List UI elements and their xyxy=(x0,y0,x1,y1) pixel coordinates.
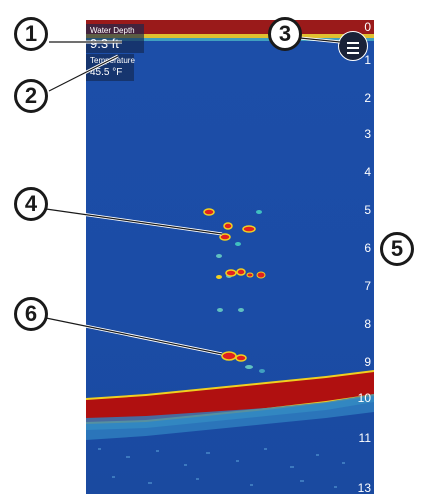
surface-band xyxy=(86,20,374,34)
depth-tick: 4 xyxy=(364,165,371,179)
fish-target xyxy=(216,254,222,258)
fish-target xyxy=(246,272,254,278)
hamburger-menu-icon xyxy=(347,42,359,44)
leader-line xyxy=(45,317,223,355)
depth-tick: 0 xyxy=(364,20,371,34)
hamburger-menu-icon xyxy=(347,47,359,49)
fish-target xyxy=(203,208,215,216)
fish-target xyxy=(259,369,265,373)
water-depth-label: Water Depth xyxy=(90,26,135,35)
depth-tick: 5 xyxy=(364,203,371,217)
fish-target xyxy=(256,271,266,279)
fish-target xyxy=(238,308,244,312)
hamburger-menu-icon xyxy=(347,52,359,54)
fish-target xyxy=(245,365,253,369)
fish-target xyxy=(223,222,233,230)
fish-target xyxy=(235,354,247,362)
leader-line xyxy=(48,55,119,92)
callout-5: 5 xyxy=(380,232,414,266)
fish-target xyxy=(235,242,241,246)
depth-tick: 8 xyxy=(364,317,371,331)
surface-fade xyxy=(86,38,374,41)
depth-tick: 7 xyxy=(364,279,371,293)
fish-targets xyxy=(203,208,266,373)
depth-tick: 6 xyxy=(364,241,371,255)
callout-1: 1 xyxy=(14,17,48,51)
fish-target xyxy=(217,308,223,312)
fish-target xyxy=(242,225,256,233)
sonar-screen: Water Depth 9.3 ft Temperature 45.5 °F 0… xyxy=(86,20,374,494)
fish-target xyxy=(221,351,237,361)
fish-target xyxy=(236,268,246,276)
fish-target xyxy=(256,210,262,214)
depth-tick: 3 xyxy=(364,127,371,141)
fish-target xyxy=(219,233,231,241)
callout-2: 2 xyxy=(14,79,48,113)
callout-3: 3 xyxy=(268,17,302,51)
depth-tick: 13 xyxy=(357,481,371,494)
depth-tick: 1 xyxy=(364,53,371,67)
sonar-image xyxy=(86,20,374,488)
depth-tick: 9 xyxy=(364,355,371,369)
depth-tick: 11 xyxy=(358,431,371,445)
bottom-sediment xyxy=(98,448,345,488)
fish-target xyxy=(225,269,237,277)
temperature-value: 45.5 °F xyxy=(90,67,123,78)
depth-tick: 2 xyxy=(364,91,371,105)
callout-4: 4 xyxy=(14,187,48,221)
leader-line xyxy=(45,208,223,235)
leader-line xyxy=(299,37,341,43)
surface-edge xyxy=(86,34,374,38)
temperature-label: Temperature xyxy=(90,56,135,65)
callout-6: 6 xyxy=(14,297,48,331)
menu-button[interactable] xyxy=(338,31,368,61)
fish-target xyxy=(216,275,222,279)
depth-tick: 10 xyxy=(357,391,371,405)
bottom-return xyxy=(86,370,374,440)
